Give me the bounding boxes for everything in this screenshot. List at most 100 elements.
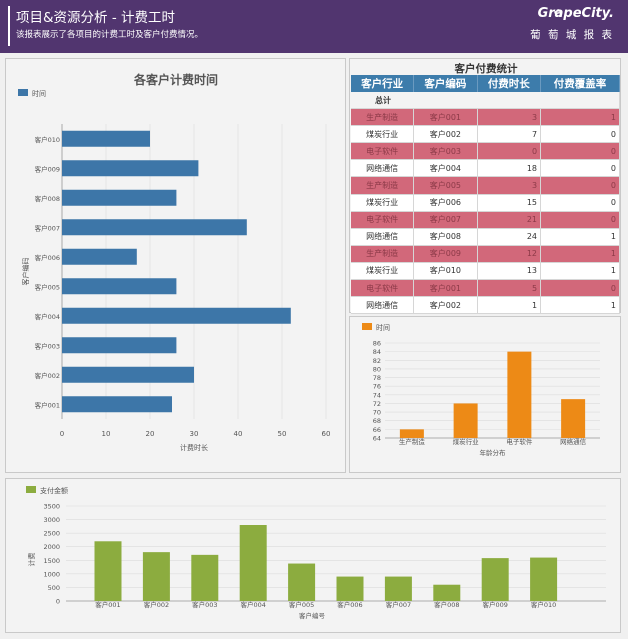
bar [507,351,532,438]
bar [453,403,478,438]
x-tick-label: 客户010 [531,600,556,609]
legend-label: 支付金额 [40,486,68,495]
table-cell-hours: 21 [477,211,542,229]
y-tick-label: 客户008 [35,194,60,203]
table-cell-code: 客户001 [413,108,478,127]
table-cell-hours: 12 [477,245,542,263]
table-cell-industry: 网络通信 [351,296,415,315]
y-tick-label: 2500 [43,530,60,538]
page-subtitle: 该报表展示了各项目的计费工时及客户付费情况。 [16,30,204,40]
table-cell-rate: 0 [540,279,620,298]
y-tick-label: 74 [373,391,381,399]
header-accent-bar [8,6,10,46]
table-cell-industry: 网络通信 [351,159,415,178]
table-cell-rate: 1 [540,245,620,263]
bar [62,160,199,177]
bar [433,584,461,601]
table-cell-rate: 1 [540,108,620,127]
table-cell-industry: 煤炭行业 [351,125,415,144]
x-tick-label: 网络通信 [560,437,587,446]
column-header: 付费时长 [477,75,542,92]
y-tick-label: 客户005 [35,282,60,291]
column-header: 客户行业 [351,75,415,92]
table-cell-hours: 0 [477,142,542,161]
table-cell-rate: 0 [540,176,620,195]
y-axis-title: 计费 [27,553,36,567]
legend-swatch [26,486,36,493]
table-cell-industry: 煤炭行业 [351,194,415,212]
table-row: 电子软件 客户003 0 0 [351,142,620,161]
table-cell-industry: 网络通信 [351,228,415,246]
table-cell-code: 客户002 [413,125,478,144]
table-cell-hours: 3 [477,176,542,195]
table-row: 煤炭行业 客户006 15 0 [351,194,620,212]
y-tick-label: 3000 [43,516,60,524]
table-row: 生产制造 客户009 12 1 [351,245,620,263]
bar [481,558,509,601]
x-tick-label: 客户007 [386,600,411,609]
bar [62,248,137,265]
x-tick-label: 客户005 [289,600,314,609]
y-tick-label: 1500 [43,557,60,565]
y-tick-label: 76 [373,383,381,391]
bar [62,337,177,354]
brand-logo: GrapeCity. [537,6,614,21]
table-cell-code: 客户008 [413,228,478,246]
x-tick-label: 电子软件 [506,437,533,446]
table-cell-industry: 煤炭行业 [351,262,415,281]
customer-payment-panel: 客户付费统计 客户行业 客户编码 付费时长 付费覆盖率 总计 生产制造 客户001 3 1 煤炭… [349,58,621,315]
table-row: 网络通信 客户008 24 1 [351,228,620,246]
column-header: 付费覆盖率 [540,75,620,92]
table-title: 客户付费统计 [454,63,518,75]
y-tick-label: 客户003 [35,341,60,350]
y-tick-label: 78 [373,374,381,382]
table-cell-code: 客户006 [413,194,478,212]
bar [62,219,247,236]
total-row: 总计 [351,92,620,110]
table-cell-code: 客户007 [413,211,478,229]
bar [62,278,177,295]
table-row: 生产制造 客户001 3 1 [351,108,620,127]
table-cell-rate: 1 [540,296,620,315]
bar [62,396,172,413]
y-tick-label: 64 [373,435,381,443]
bar [94,541,122,601]
y-tick-label: 客户006 [35,253,60,262]
y-tick-label: 客户009 [35,164,60,173]
payment-amount-chart-panel: 支付金额 0 500 1000 1500 2000 2500 3000 3500 客户001 客户0… [5,478,621,633]
customer-payment-table: 客户行业 客户编码 付费时长 付费覆盖率 总计 生产制造 客户001 3 1 煤炭行业 客户002… [351,75,620,315]
bar [288,563,316,601]
table-row: 煤炭行业 客户002 7 0 [351,125,620,144]
y-tick-label: 86 [373,340,381,348]
bar [142,552,170,601]
column-header: 客户编码 [413,75,478,92]
legend-swatch [362,323,372,330]
bar [62,366,194,383]
y-tick-label: 客户002 [35,371,60,380]
x-tick-label: 客户003 [192,600,217,609]
total-label: 总计 [351,92,620,110]
x-tick-label: 客户001 [95,600,120,609]
y-tick-label: 80 [373,365,381,373]
y-tick-label: 72 [373,400,381,408]
x-tick-label: 生产制造 [399,437,426,446]
x-tick-label: 40 [234,430,243,438]
x-tick-label: 20 [146,430,155,438]
customer-hours-chart-panel: 各客户计费时间 时间 0 10 20 30 40 50 60 客户001 客户002 客户003 客户0… [5,58,346,473]
table-cell-code: 客户001 [413,279,478,298]
table-cell-industry: 生产制造 [351,108,415,127]
x-tick-label: 煤炭行业 [453,437,480,446]
table-cell-industry: 电子软件 [351,279,415,298]
y-axis-title: 客户编码 [21,258,30,286]
table-cell-code: 客户003 [413,142,478,161]
table-cell-industry: 电子软件 [351,142,415,161]
table-cell-hours: 24 [477,228,542,246]
x-axis-title: 计费时长 [180,443,208,452]
table-row: 煤炭行业 客户010 13 1 [351,262,620,281]
bar [62,130,150,147]
table-row: 网络通信 客户002 1 1 [351,296,620,315]
y-tick-label: 2000 [43,543,60,551]
table-row: 生产制造 客户005 3 0 [351,176,620,195]
grapecity-logo-icon: ✿ [553,7,563,20]
